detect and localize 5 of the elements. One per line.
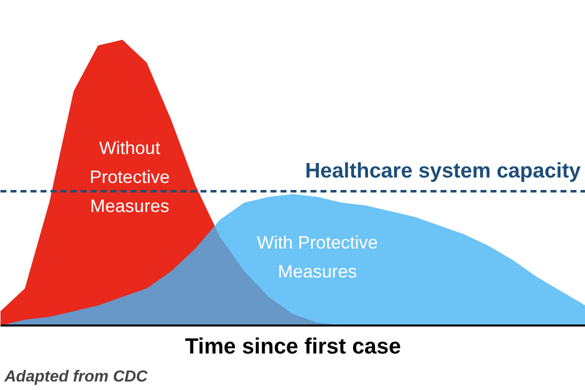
text: Adapted from CDC [4,368,148,386]
x-axis-title: Time since first case [184,334,402,358]
series-label: Without Protective Measures [90,138,170,216]
series-label: With Protective Measures [256,232,378,282]
ref-line-label: Healthcare system capacity [305,160,581,183]
